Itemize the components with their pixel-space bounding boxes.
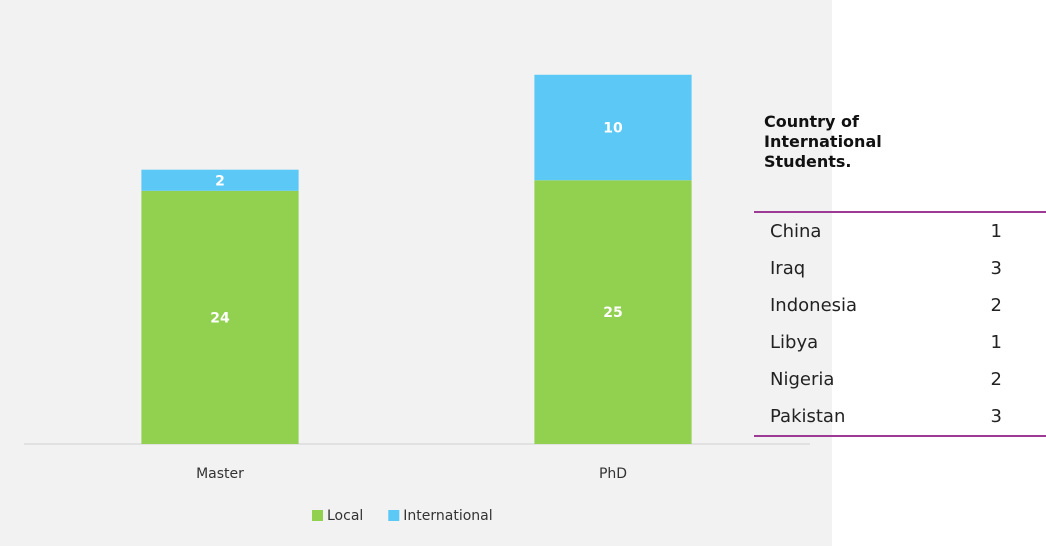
table-row: China 1 xyxy=(754,213,1046,250)
country-name: Indonesia xyxy=(770,295,858,316)
bar-segment xyxy=(141,190,299,444)
student-count: 1 xyxy=(990,332,1002,353)
country-name: Libya xyxy=(770,332,819,353)
student-count: 3 xyxy=(990,406,1002,427)
x-tick-label: PhD xyxy=(599,466,627,482)
bar-segment xyxy=(534,74,692,181)
legend-label: International xyxy=(403,508,492,524)
bar-segment xyxy=(534,180,692,444)
student-count: 2 xyxy=(990,369,1002,390)
student-count: 1 xyxy=(990,221,1002,242)
table-row: Iraq 3 xyxy=(754,250,1046,287)
country-name: Nigeria xyxy=(770,369,835,390)
data-label: 24 xyxy=(210,310,230,326)
data-label: 10 xyxy=(603,121,623,137)
table-row: Nigeria 2 xyxy=(754,361,1046,398)
bar-segment xyxy=(141,169,299,191)
student-count: 3 xyxy=(990,258,1002,279)
table-body: China 1 Iraq 3 Indonesia 2 Libya 1 Nigeria 2 Pakis… xyxy=(754,211,1046,437)
chart-background xyxy=(0,0,832,546)
legend-swatch xyxy=(388,510,400,521)
table-row: Indonesia 2 xyxy=(754,287,1046,324)
student-count: 2 xyxy=(990,295,1002,316)
country-name: Iraq xyxy=(770,258,806,279)
country-name: China xyxy=(770,221,822,242)
x-tick-label: Master xyxy=(196,466,244,482)
data-label: 2 xyxy=(215,173,225,189)
table-title: Country of International Students. xyxy=(764,112,882,171)
country-name: Pakistan xyxy=(770,406,846,427)
table-row: Pakistan 3 xyxy=(754,398,1046,435)
legend-label: Local xyxy=(327,508,363,524)
data-label: 25 xyxy=(603,305,622,321)
table-row: Libya 1 xyxy=(754,324,1046,361)
legend-swatch xyxy=(312,510,323,521)
